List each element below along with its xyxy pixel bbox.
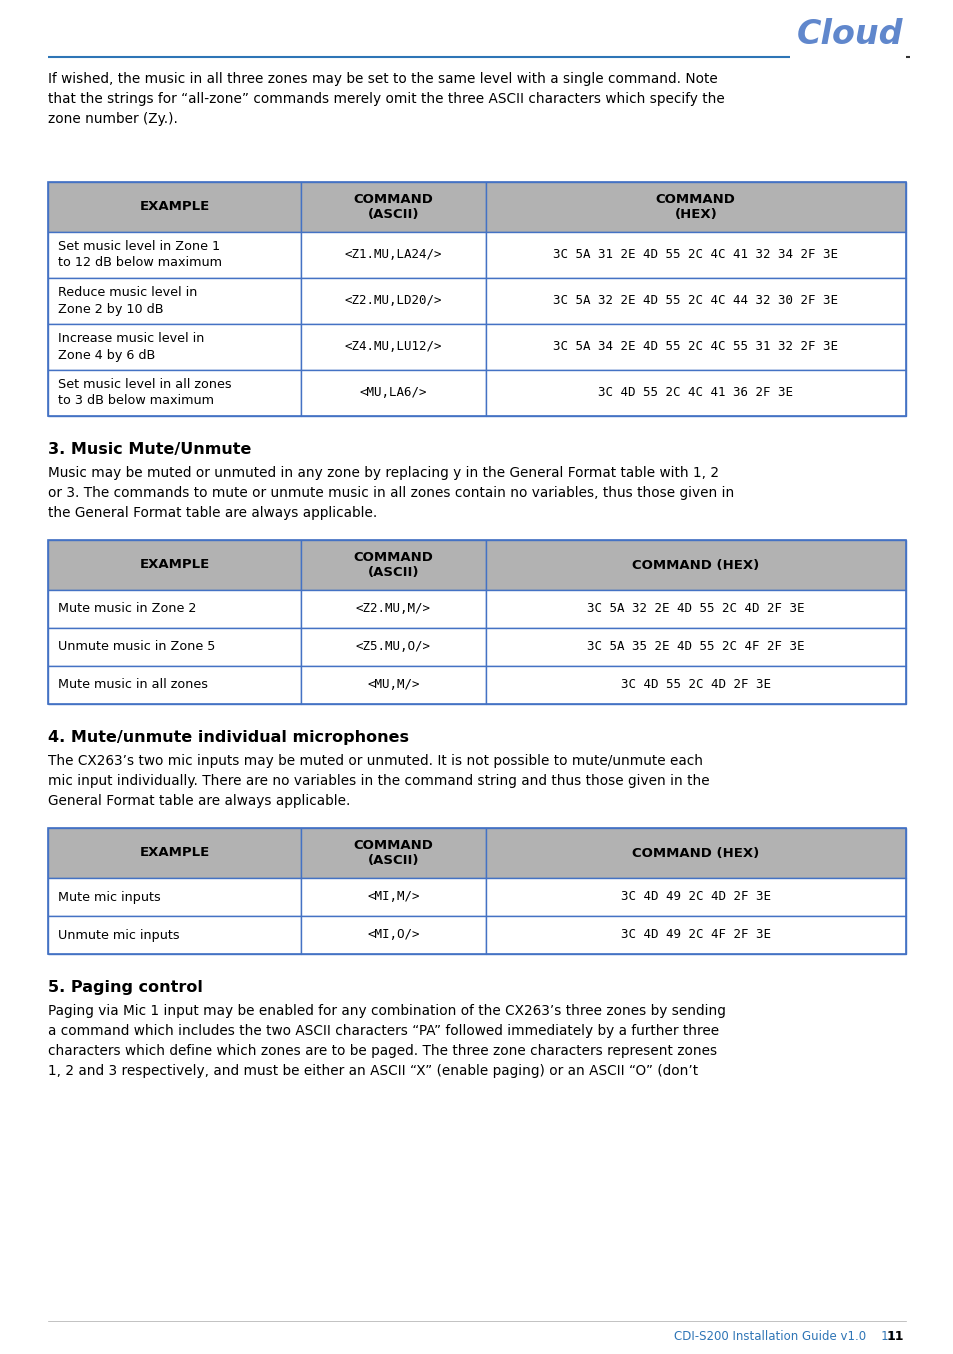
Text: COMMAND (HEX): COMMAND (HEX) xyxy=(632,846,759,860)
Bar xyxy=(301,628,485,666)
Bar xyxy=(301,324,485,370)
Text: COMMAND
(ASCII): COMMAND (ASCII) xyxy=(353,194,433,221)
Text: 3C 4D 55 2C 4C 41 36 2F 3E: 3C 4D 55 2C 4C 41 36 2F 3E xyxy=(598,386,793,399)
Bar xyxy=(301,877,485,917)
Text: <Z4.MU,LU12/>: <Z4.MU,LU12/> xyxy=(344,340,441,353)
Bar xyxy=(301,829,485,877)
Text: 3C 5A 35 2E 4D 55 2C 4F 2F 3E: 3C 5A 35 2E 4D 55 2C 4F 2F 3E xyxy=(586,640,803,654)
Bar xyxy=(48,181,905,416)
Text: Set music level in all zones
to 3 dB below maximum: Set music level in all zones to 3 dB bel… xyxy=(58,379,232,408)
Text: Cloud: Cloud xyxy=(796,19,902,51)
Bar xyxy=(485,540,905,590)
Bar xyxy=(48,324,301,370)
Text: 3. Music Mute/Unmute: 3. Music Mute/Unmute xyxy=(48,441,251,458)
Bar xyxy=(301,666,485,704)
Text: <MU,M/>: <MU,M/> xyxy=(367,678,419,692)
Text: 3C 4D 49 2C 4D 2F 3E: 3C 4D 49 2C 4D 2F 3E xyxy=(620,891,770,903)
Text: COMMAND
(ASCII): COMMAND (ASCII) xyxy=(353,839,433,867)
Text: 11: 11 xyxy=(885,1330,903,1343)
Text: Unmute music in Zone 5: Unmute music in Zone 5 xyxy=(58,640,215,654)
Bar xyxy=(48,540,905,704)
Text: COMMAND
(ASCII): COMMAND (ASCII) xyxy=(353,551,433,580)
Bar xyxy=(48,877,301,917)
Text: Unmute mic inputs: Unmute mic inputs xyxy=(58,929,179,941)
Text: The CX263’s two mic inputs may be muted or unmuted. It is not possible to mute/u: The CX263’s two mic inputs may be muted … xyxy=(48,754,709,808)
Text: EXAMPLE: EXAMPLE xyxy=(139,200,210,214)
Text: COMMAND
(HEX): COMMAND (HEX) xyxy=(655,194,735,221)
Text: Set music level in Zone 1
to 12 dB below maximum: Set music level in Zone 1 to 12 dB below… xyxy=(58,241,222,269)
Text: <MI,O/>: <MI,O/> xyxy=(367,929,419,941)
Text: 5. Paging control: 5. Paging control xyxy=(48,980,203,995)
Text: <Z2.MU,LD20/>: <Z2.MU,LD20/> xyxy=(344,295,441,307)
Bar xyxy=(48,917,301,955)
Bar xyxy=(485,666,905,704)
Bar xyxy=(301,540,485,590)
Text: Music may be muted or unmuted in any zone by replacing y in the General Format t: Music may be muted or unmuted in any zon… xyxy=(48,466,734,520)
Bar xyxy=(48,829,301,877)
Bar xyxy=(48,590,301,628)
Bar xyxy=(301,232,485,278)
Bar xyxy=(485,181,905,232)
Bar xyxy=(485,829,905,877)
Bar xyxy=(48,829,905,955)
Text: Paging via Mic 1 input may be enabled for any combination of the CX263’s three z: Paging via Mic 1 input may be enabled fo… xyxy=(48,1005,725,1078)
Bar xyxy=(301,590,485,628)
Bar xyxy=(48,232,301,278)
Bar xyxy=(48,370,301,416)
Bar xyxy=(48,540,301,590)
Text: 3C 5A 32 2E 4D 55 2C 4D 2F 3E: 3C 5A 32 2E 4D 55 2C 4D 2F 3E xyxy=(586,603,803,616)
Text: 4. Mute/unmute individual microphones: 4. Mute/unmute individual microphones xyxy=(48,730,409,745)
Text: Mute mic inputs: Mute mic inputs xyxy=(58,891,161,903)
Text: <Z5.MU,O/>: <Z5.MU,O/> xyxy=(355,640,431,654)
Bar xyxy=(48,278,301,324)
Text: 3C 5A 34 2E 4D 55 2C 4C 55 31 32 2F 3E: 3C 5A 34 2E 4D 55 2C 4C 55 31 32 2F 3E xyxy=(553,340,838,353)
Bar xyxy=(48,628,301,666)
Bar xyxy=(48,181,301,232)
Bar xyxy=(485,232,905,278)
Bar xyxy=(301,181,485,232)
Text: <Z2.MU,M/>: <Z2.MU,M/> xyxy=(355,603,431,616)
Bar xyxy=(301,278,485,324)
Bar xyxy=(485,917,905,955)
Text: Reduce music level in
Zone 2 by 10 dB: Reduce music level in Zone 2 by 10 dB xyxy=(58,287,197,315)
Text: <MI,M/>: <MI,M/> xyxy=(367,891,419,903)
Bar xyxy=(485,877,905,917)
Bar xyxy=(485,370,905,416)
Bar xyxy=(485,628,905,666)
Text: COMMAND (HEX): COMMAND (HEX) xyxy=(632,558,759,571)
Text: EXAMPLE: EXAMPLE xyxy=(139,558,210,571)
Text: <Z1.MU,LA24/>: <Z1.MU,LA24/> xyxy=(344,249,441,261)
Bar xyxy=(301,370,485,416)
Bar xyxy=(485,590,905,628)
Text: EXAMPLE: EXAMPLE xyxy=(139,846,210,860)
Text: 3C 4D 55 2C 4D 2F 3E: 3C 4D 55 2C 4D 2F 3E xyxy=(620,678,770,692)
Text: CDI-S200 Installation Guide v1.0    11: CDI-S200 Installation Guide v1.0 11 xyxy=(673,1330,895,1343)
Text: Mute music in Zone 2: Mute music in Zone 2 xyxy=(58,603,196,616)
Bar xyxy=(485,278,905,324)
Bar xyxy=(48,666,301,704)
Text: 3C 4D 49 2C 4F 2F 3E: 3C 4D 49 2C 4F 2F 3E xyxy=(620,929,770,941)
Text: 3C 5A 31 2E 4D 55 2C 4C 41 32 34 2F 3E: 3C 5A 31 2E 4D 55 2C 4C 41 32 34 2F 3E xyxy=(553,249,838,261)
Text: If wished, the music in all three zones may be set to the same level with a sing: If wished, the music in all three zones … xyxy=(48,72,724,126)
Text: <MU,LA6/>: <MU,LA6/> xyxy=(359,386,427,399)
Text: Mute music in all zones: Mute music in all zones xyxy=(58,678,208,692)
Text: 3C 5A 32 2E 4D 55 2C 4C 44 32 30 2F 3E: 3C 5A 32 2E 4D 55 2C 4C 44 32 30 2F 3E xyxy=(553,295,838,307)
Bar xyxy=(485,324,905,370)
Bar xyxy=(301,917,485,955)
Text: Increase music level in
Zone 4 by 6 dB: Increase music level in Zone 4 by 6 dB xyxy=(58,333,204,362)
